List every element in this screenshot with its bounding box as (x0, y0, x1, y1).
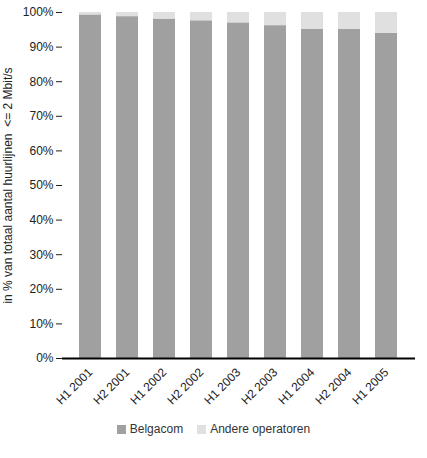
svg-text:in % van totaal aantal huurlij: in % van totaal aantal huurlijnen <= 2 M… (1, 67, 15, 303)
svg-text:40%: 40% (29, 213, 53, 227)
svg-text:90%: 90% (29, 40, 53, 54)
svg-text:10%: 10% (29, 317, 53, 331)
svg-text:H2 2002: H2 2002 (164, 365, 206, 407)
svg-text:70%: 70% (29, 109, 53, 123)
svg-text:100%: 100% (23, 5, 54, 19)
svg-text:30%: 30% (29, 248, 53, 262)
svg-text:H1 2003: H1 2003 (201, 365, 243, 407)
svg-text:H1 2002: H1 2002 (127, 365, 169, 407)
svg-text:H2 2001: H2 2001 (90, 365, 132, 407)
svg-text:0%: 0% (36, 351, 54, 365)
html-text:Andere operatoren: Andere operatoren (210, 422, 311, 436)
svg-text:H1 2004: H1 2004 (275, 365, 317, 407)
svg-text:H1 2001: H1 2001 (53, 365, 95, 407)
svg-text:50%: 50% (29, 178, 53, 192)
svg-text:80%: 80% (29, 75, 53, 89)
svg-text:20%: 20% (29, 282, 53, 296)
svg-text:60%: 60% (29, 144, 53, 158)
svg-text:H1 2005: H1 2005 (349, 365, 391, 407)
svg-text:H2 2004: H2 2004 (312, 365, 354, 407)
html-text:Belgacom: Belgacom (129, 422, 184, 436)
svg-text:H2 2003: H2 2003 (238, 365, 280, 407)
